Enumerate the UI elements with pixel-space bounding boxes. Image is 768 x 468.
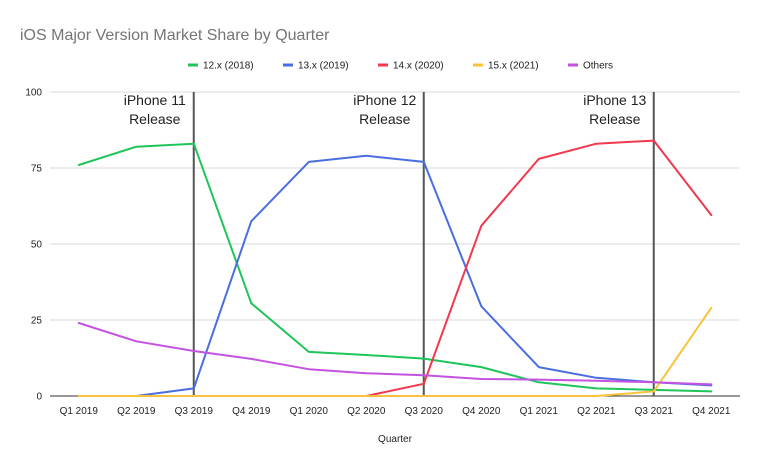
legend-label: 12.x (2018) [203,61,254,72]
series-line [77,322,713,386]
gridlines [50,91,740,397]
x-tick-label: Q1 2019 [60,406,99,417]
x-tick-label: Q3 2021 [635,406,674,417]
legend-label: 13.x (2019) [298,61,349,72]
legend-label: Others [583,61,613,72]
x-tick-label: Q2 2020 [347,406,386,417]
x-tick-label: Q1 2020 [290,406,329,417]
annotation-label: iPhone 13 [583,92,646,108]
series-line [77,306,713,397]
legend-label: 14.x (2020) [393,61,444,72]
annotation-label: iPhone 11 [124,92,186,108]
annotation-label: Release [129,111,181,127]
y-tick-label: 50 [31,240,43,251]
x-tick-label: Q4 2020 [462,406,501,417]
series-lines [77,139,713,397]
annotation-label: Release [359,111,411,127]
y-tick-label: 25 [31,316,43,327]
legend: 12.x (2018) 13.x (2019) 14.x (2020) 15.x (2… [188,61,613,72]
annotation-label: iPhone 12 [353,92,416,108]
x-tick-label: Q4 2019 [232,406,271,417]
x-axis-ticks: Q1 2019 Q2 2019 Q3 2019 Q4 2019 Q1 2020 Q2 20… [60,406,731,417]
x-tick-label: Q3 2020 [405,406,444,417]
chart-title: iOS Major Version Market Share by Quarte… [20,27,330,44]
x-tick-label: Q2 2019 [117,406,156,417]
series-line [365,139,713,397]
y-tick-label: 75 [31,164,43,175]
series-line [135,154,713,397]
x-tick-label: Q1 2021 [520,406,559,417]
y-tick-label: 0 [36,392,42,403]
x-tick-label: Q3 2019 [175,406,214,417]
x-tick-label: Q4 2021 [692,406,731,417]
legend-label: 15.x (2021) [488,61,539,72]
x-axis-title: Quarter [378,434,413,445]
release-annotations: iPhone 11 Release iPhone 12 Release iPhone 1… [124,92,655,396]
annotation-label: Release [589,111,641,127]
y-tick-label: 100 [25,88,42,99]
y-axis-ticks: 0 25 50 75 100 [25,88,42,403]
series-line [77,142,713,393]
x-tick-label: Q2 2021 [577,406,616,417]
